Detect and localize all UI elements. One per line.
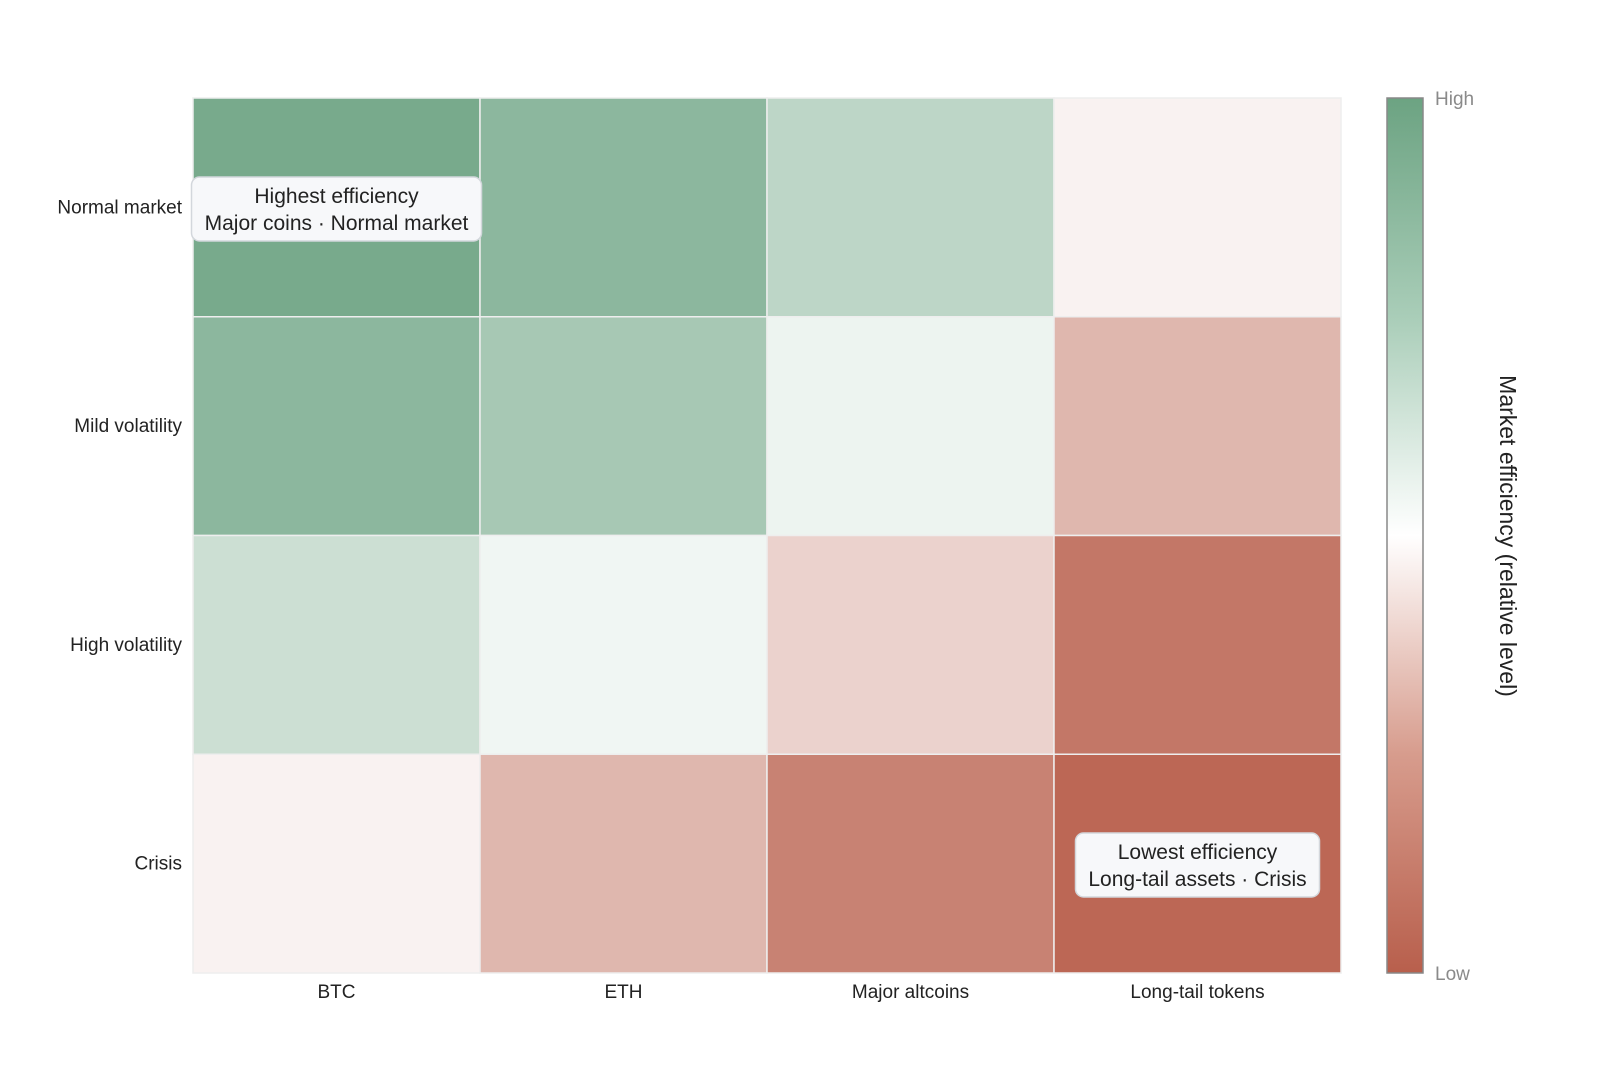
colorbar-gradient [1386,97,1424,974]
annotation-line1: Highest efficiency [254,185,419,208]
colorbar-title: Market efficiency (relative level) [1495,375,1521,697]
x-tick-label: Major altcoins [852,982,969,1003]
x-tick-label: ETH [605,982,643,1003]
heatmap-cell [192,753,481,974]
heatmap-cell [1053,534,1342,755]
colorbar: High Low Market efficiency (relative lev… [1386,89,1521,985]
x-axis-labels: BTC ETH Major altcoins Long-tail tokens [318,982,1265,1003]
heatmap-cell [766,97,1055,318]
heatmap-cell [479,316,768,537]
heatmap-cell [479,753,768,974]
heatmap-cells [192,97,1342,974]
annotation-line1: Lowest efficiency [1118,841,1278,864]
annotation-line2: Major coins · Normal market [205,212,469,235]
x-tick-label: BTC [318,982,356,1003]
y-tick-label: Normal market [57,197,182,218]
y-tick-label: Crisis [135,854,183,875]
annotations: Highest efficiency Major coins · Normal m… [190,176,1321,898]
annotation-box [1074,832,1321,898]
y-tick-label: Mild volatility [74,416,182,437]
heatmap-cell [766,534,1055,755]
colorbar-tick-low: Low [1435,964,1470,985]
heatmap-cell [766,753,1055,974]
y-tick-label: High volatility [70,635,182,656]
y-axis-labels: Normal market Mild volatility High volatil… [57,197,182,874]
annotation-box [190,176,483,242]
heatmap-cell [192,316,481,537]
heatmap-cell [479,97,768,318]
annotation-line2: Long-tail assets · Crisis [1088,868,1306,891]
colorbar-tick-high: High [1435,89,1474,110]
heatmap-cell [1053,97,1342,318]
heatmap-cell [479,534,768,755]
heatmap-cell [1053,316,1342,537]
heatmap-cell [192,534,481,755]
heatmap-cell [766,316,1055,537]
x-tick-label: Long-tail tokens [1130,982,1264,1003]
